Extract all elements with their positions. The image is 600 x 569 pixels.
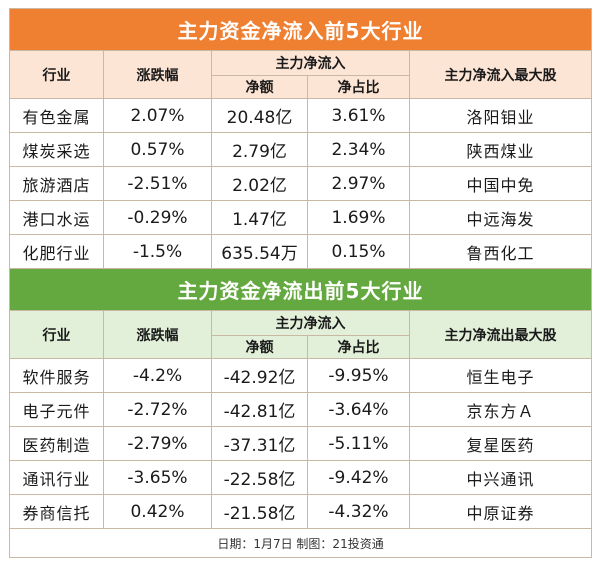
industry-cell: 旅游酒店 bbox=[9, 166, 104, 201]
industry-cell: 通讯行业 bbox=[9, 460, 104, 495]
outflow-title-row: 主力资金净流出前5大行业 bbox=[8, 268, 593, 311]
change-cell: -2.51% bbox=[103, 166, 212, 201]
header-net-amount: 净额 bbox=[211, 75, 308, 99]
table-row: 有色金属 2.07% 20.48亿 3.61% 洛阳钼业 bbox=[9, 98, 593, 133]
change-cell: -1.5% bbox=[103, 234, 212, 269]
net-ratio-cell: -9.95% bbox=[307, 358, 410, 393]
header-industry: 行业 bbox=[9, 50, 104, 99]
header-main-flow: 主力净流入 bbox=[211, 50, 410, 76]
net-ratio-cell: 0.15% bbox=[307, 234, 410, 269]
inflow-title-row: 主力资金净流入前5大行业 bbox=[8, 8, 593, 51]
top-stock-cell: 陕西煤业 bbox=[408, 132, 593, 167]
industry-cell: 港口水运 bbox=[9, 200, 104, 235]
inflow-section-title: 主力资金净流入前5大行业 bbox=[8, 8, 593, 51]
table-row: 电子元件 -2.72% -42.81亿 -3.64% 京东方Ａ bbox=[9, 392, 593, 427]
net-ratio-cell: 2.97% bbox=[307, 166, 410, 201]
industry-cell: 券商信托 bbox=[9, 494, 104, 529]
industry-cell: 化肥行业 bbox=[9, 234, 104, 269]
industry-cell: 煤炭采选 bbox=[9, 132, 104, 167]
net-ratio-cell: -5.11% bbox=[307, 426, 410, 461]
change-cell: -2.72% bbox=[103, 392, 212, 427]
change-cell: -4.2% bbox=[103, 358, 212, 393]
net-amount-cell: 2.02亿 bbox=[211, 166, 308, 201]
net-amount-cell: 2.79亿 bbox=[211, 132, 308, 167]
net-ratio-cell: 2.34% bbox=[307, 132, 410, 167]
header-change: 涨跌幅 bbox=[103, 310, 212, 359]
industry-cell: 电子元件 bbox=[9, 392, 104, 427]
top-stock-cell: 洛阳钼业 bbox=[408, 98, 593, 133]
net-ratio-cell: -9.42% bbox=[307, 460, 410, 495]
top-stock-cell: 鲁西化工 bbox=[408, 234, 593, 269]
table-row: 券商信托 0.42% -21.58亿 -4.32% 中原证券 bbox=[9, 494, 593, 529]
change-cell: -0.29% bbox=[103, 200, 212, 235]
table-row: 煤炭采选 0.57% 2.79亿 2.34% 陕西煤业 bbox=[9, 132, 593, 167]
top-stock-cell: 中国中免 bbox=[408, 166, 593, 201]
top-stock-cell: 恒生电子 bbox=[408, 358, 593, 393]
industry-flow-table: 主力资金净流入前5大行业 行业 涨跌幅 主力净流入 主力净流入最大股 净额 净占比 有色金属 2… bbox=[8, 8, 593, 558]
net-amount-cell: -22.58亿 bbox=[211, 460, 308, 495]
top-stock-cell: 京东方Ａ bbox=[408, 392, 593, 427]
net-amount-cell: -21.58亿 bbox=[211, 494, 308, 529]
top-stock-cell: 中远海发 bbox=[408, 200, 593, 235]
net-ratio-cell: -4.32% bbox=[307, 494, 410, 529]
change-cell: 2.07% bbox=[103, 98, 212, 133]
header-industry: 行业 bbox=[9, 310, 104, 359]
header-top-stock: 主力净流出最大股 bbox=[408, 310, 593, 359]
change-cell: 0.57% bbox=[103, 132, 212, 167]
industry-cell: 医药制造 bbox=[9, 426, 104, 461]
net-ratio-cell: -3.64% bbox=[307, 392, 410, 427]
outflow-section-title: 主力资金净流出前5大行业 bbox=[8, 268, 593, 311]
header-net-amount: 净额 bbox=[211, 335, 308, 359]
header-net-ratio: 净占比 bbox=[307, 75, 410, 99]
table-row: 医药制造 -2.79% -37.31亿 -5.11% 复星医药 bbox=[9, 426, 593, 461]
footer-note: 日期：1月7日 制图：21投资通 bbox=[8, 528, 593, 558]
header-main-flow: 主力净流入 bbox=[211, 310, 410, 336]
net-amount-cell: -42.92亿 bbox=[211, 358, 308, 393]
table-row: 化肥行业 -1.5% 635.54万 0.15% 鲁西化工 bbox=[9, 234, 593, 269]
money-flow-tables: 主力资金净流入前5大行业 行业 涨跌幅 主力净流入 主力净流入最大股 净额 净占比 有色金属 2… bbox=[8, 8, 593, 558]
inflow-header-row: 行业 涨跌幅 主力净流入 主力净流入最大股 bbox=[9, 50, 593, 99]
industry-cell: 软件服务 bbox=[9, 358, 104, 393]
change-cell: -3.65% bbox=[103, 460, 212, 495]
change-cell: -2.79% bbox=[103, 426, 212, 461]
footer-row: 日期：1月7日 制图：21投资通 bbox=[8, 528, 593, 558]
net-amount-cell: -42.81亿 bbox=[211, 392, 308, 427]
top-stock-cell: 复星医药 bbox=[408, 426, 593, 461]
header-change: 涨跌幅 bbox=[103, 50, 212, 99]
industry-cell: 有色金属 bbox=[9, 98, 104, 133]
net-amount-cell: 635.54万 bbox=[211, 234, 308, 269]
net-ratio-cell: 1.69% bbox=[307, 200, 410, 235]
table-body: 主力资金净流入前5大行业 行业 涨跌幅 主力净流入 主力净流入最大股 净额 净占比 有色金属 2… bbox=[8, 8, 593, 558]
header-net-ratio: 净占比 bbox=[307, 335, 410, 359]
table-row: 软件服务 -4.2% -42.92亿 -9.95% 恒生电子 bbox=[9, 358, 593, 393]
outflow-header-row: 行业 涨跌幅 主力净流入 主力净流出最大股 bbox=[9, 310, 593, 359]
table-row: 通讯行业 -3.65% -22.58亿 -9.42% 中兴通讯 bbox=[9, 460, 593, 495]
change-cell: 0.42% bbox=[103, 494, 212, 529]
net-ratio-cell: 3.61% bbox=[307, 98, 410, 133]
net-amount-cell: 20.48亿 bbox=[211, 98, 308, 133]
header-top-stock: 主力净流入最大股 bbox=[408, 50, 593, 99]
top-stock-cell: 中兴通讯 bbox=[408, 460, 593, 495]
outflow-subheader-row: 净额 净占比 bbox=[10, 335, 592, 359]
net-amount-cell: 1.47亿 bbox=[211, 200, 308, 235]
net-amount-cell: -37.31亿 bbox=[211, 426, 308, 461]
table-row: 旅游酒店 -2.51% 2.02亿 2.97% 中国中免 bbox=[9, 166, 593, 201]
table-row: 港口水运 -0.29% 1.47亿 1.69% 中远海发 bbox=[9, 200, 593, 235]
top-stock-cell: 中原证券 bbox=[408, 494, 593, 529]
